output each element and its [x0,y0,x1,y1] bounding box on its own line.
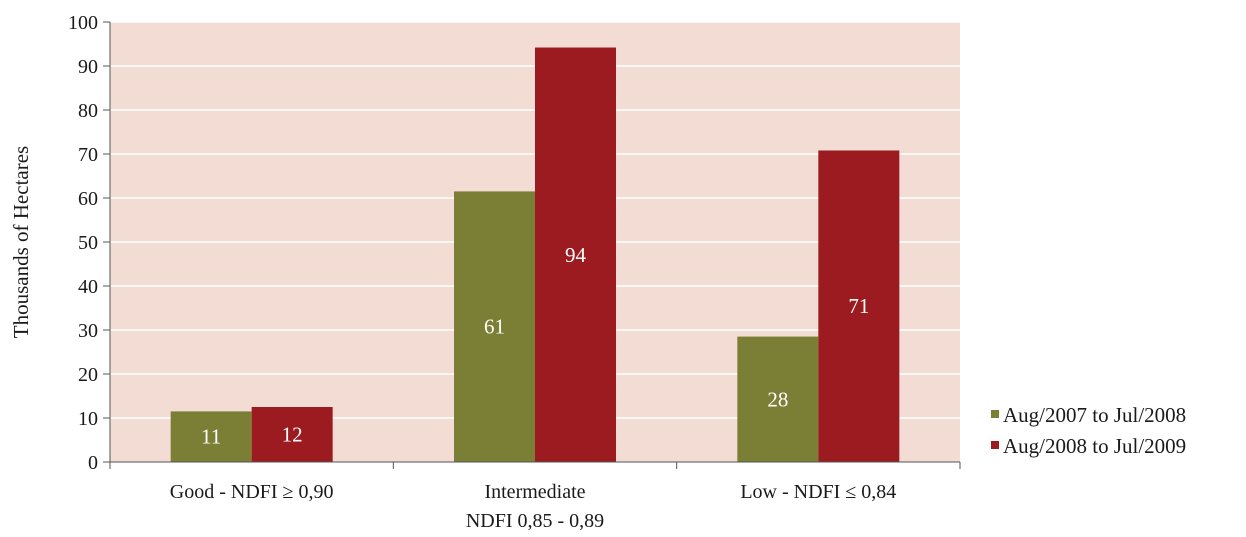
y-tick-label: 10 [78,408,98,430]
category-label: Low - NDFI ≤ 0,84 [740,481,896,503]
y-tick-label: 60 [78,188,98,210]
legend-swatch [991,441,999,449]
y-tick-label: 80 [78,100,98,122]
bar [170,411,252,462]
y-axis-label: Thousands of Hectares [9,146,33,338]
legend-label: Aug/2007 to Jul/2008 [1003,403,1186,427]
y-tick-label: 30 [78,320,98,342]
bar [535,47,616,463]
axes [103,21,961,469]
bar [251,407,333,462]
category-label: NDFI 0,85 - 0,89 [466,510,604,532]
y-tick-label: 40 [78,276,98,298]
bar [818,150,900,463]
bars: 11 12 61 94 28 71 [170,47,900,463]
data-label: 61 [484,315,505,339]
category-label: Good - NDFI ≥ 0,90 [170,481,334,503]
data-label: 11 [201,425,221,449]
data-label: 12 [282,423,303,447]
category-labels: Good - NDFI ≥ 0,90 Intermediate NDFI 0,85 … [170,481,897,532]
y-tick-label: 50 [78,232,98,254]
data-label: 94 [565,243,587,267]
bar [454,191,535,462]
y-tick-labels: 0 10 20 30 40 50 60 70 80 90 100 [68,12,98,474]
legend: Aug/2007 to Jul/2008 Aug/2008 to Jul/2009 [991,403,1186,458]
y-tick-label: 70 [78,144,98,166]
y-tick-label: 90 [78,56,98,78]
legend-swatch [991,410,999,418]
data-label: 28 [767,387,788,411]
data-label: 71 [848,294,869,318]
bar [737,336,819,462]
category-label: Intermediate [484,481,585,503]
legend-label: Aug/2008 to Jul/2009 [1003,434,1186,458]
y-tick-label: 0 [88,452,98,474]
y-tick-label: 20 [78,364,98,386]
y-tick-label: 100 [68,12,98,34]
